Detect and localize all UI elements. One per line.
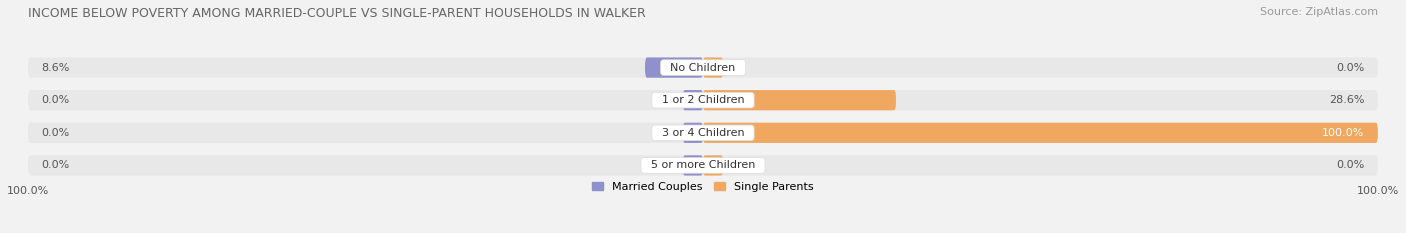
FancyBboxPatch shape bbox=[645, 58, 703, 78]
FancyBboxPatch shape bbox=[28, 90, 1378, 110]
Text: 0.0%: 0.0% bbox=[42, 161, 70, 170]
FancyBboxPatch shape bbox=[703, 58, 723, 78]
Text: No Children: No Children bbox=[664, 63, 742, 72]
Text: 8.6%: 8.6% bbox=[42, 63, 70, 72]
FancyBboxPatch shape bbox=[703, 155, 723, 175]
FancyBboxPatch shape bbox=[683, 90, 703, 110]
FancyBboxPatch shape bbox=[28, 123, 1378, 143]
Text: 5 or more Children: 5 or more Children bbox=[644, 161, 762, 170]
Text: Source: ZipAtlas.com: Source: ZipAtlas.com bbox=[1260, 7, 1378, 17]
Text: 0.0%: 0.0% bbox=[1336, 63, 1364, 72]
FancyBboxPatch shape bbox=[28, 155, 1378, 175]
Text: 3 or 4 Children: 3 or 4 Children bbox=[655, 128, 751, 138]
Text: INCOME BELOW POVERTY AMONG MARRIED-COUPLE VS SINGLE-PARENT HOUSEHOLDS IN WALKER: INCOME BELOW POVERTY AMONG MARRIED-COUPL… bbox=[28, 7, 645, 20]
FancyBboxPatch shape bbox=[28, 58, 1378, 78]
FancyBboxPatch shape bbox=[703, 90, 896, 110]
Text: 0.0%: 0.0% bbox=[42, 95, 70, 105]
Legend: Married Couples, Single Parents: Married Couples, Single Parents bbox=[592, 182, 814, 192]
FancyBboxPatch shape bbox=[683, 155, 703, 175]
Text: 0.0%: 0.0% bbox=[42, 128, 70, 138]
Text: 0.0%: 0.0% bbox=[1336, 161, 1364, 170]
Text: 100.0%: 100.0% bbox=[1322, 128, 1364, 138]
Text: 1 or 2 Children: 1 or 2 Children bbox=[655, 95, 751, 105]
Text: 28.6%: 28.6% bbox=[1329, 95, 1364, 105]
FancyBboxPatch shape bbox=[703, 123, 1378, 143]
FancyBboxPatch shape bbox=[683, 123, 703, 143]
